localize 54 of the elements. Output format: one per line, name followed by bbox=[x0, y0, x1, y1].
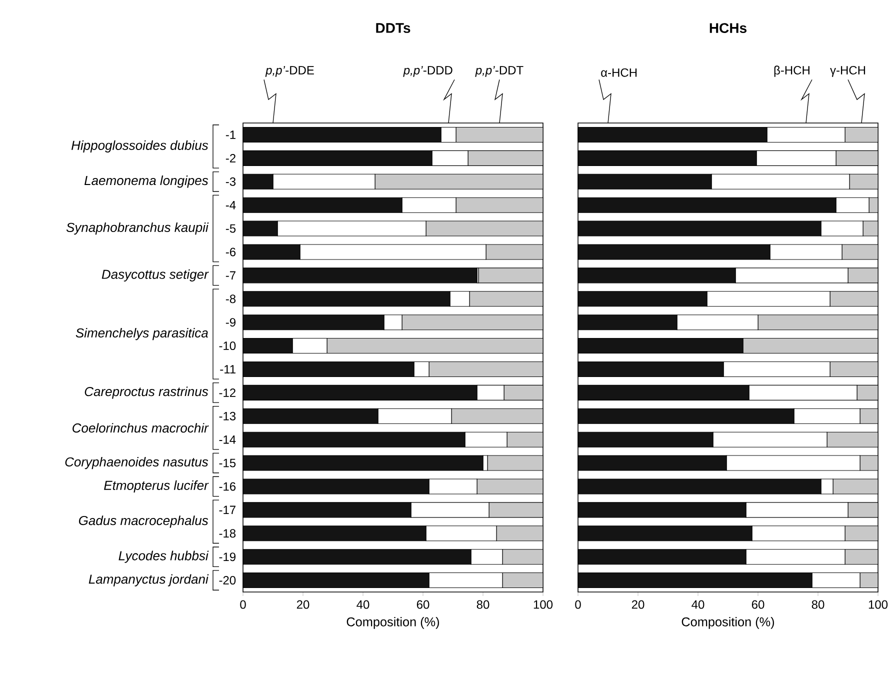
y-tick-label: -5 bbox=[226, 224, 236, 233]
text: Simenchelys parasitica bbox=[76, 328, 208, 340]
text: Coryphaenoides nasutus bbox=[65, 456, 208, 470]
y-tick-label: -9 bbox=[226, 318, 236, 327]
y-tick-label: -7 bbox=[226, 271, 236, 280]
text: Hippoglossoides dubius bbox=[71, 140, 208, 153]
text: p,p’-DDT bbox=[475, 66, 524, 77]
x-tick-label: 20 bbox=[632, 600, 644, 609]
text: β-HCH bbox=[774, 66, 810, 77]
text: p,p’-DDE bbox=[265, 66, 314, 77]
text: Careproctus rastrinus bbox=[84, 386, 208, 399]
y-tick-label: -19 bbox=[219, 552, 236, 562]
x-tick-label: 80 bbox=[476, 600, 490, 609]
y-tick-label: -6 bbox=[226, 248, 236, 256]
x-tick-label: 80 bbox=[812, 600, 824, 609]
text: Gadus macrocephalus bbox=[78, 516, 208, 528]
y-tick-label: -16 bbox=[219, 482, 236, 491]
x-tick-label: 60 bbox=[416, 600, 430, 609]
text: Synaphobranchus kaupii bbox=[66, 222, 209, 235]
y-tick-label: -15 bbox=[219, 458, 236, 468]
y-tick-label: -20 bbox=[219, 576, 236, 585]
y-tick-label: -8 bbox=[226, 294, 236, 304]
y-tick-label: -18 bbox=[219, 529, 236, 538]
x-tick-label: 100 bbox=[868, 600, 888, 609]
text: Lycodes hubbsi bbox=[118, 550, 209, 563]
text: Lampanyctus jordani bbox=[88, 574, 209, 586]
x-tick-label: 0 bbox=[575, 600, 581, 609]
text: Coelorinchus macrochir bbox=[72, 423, 209, 433]
x-axis-title: Composition (%) bbox=[346, 617, 439, 629]
text: Dasycottus setiger bbox=[102, 269, 209, 282]
text: γ-HCH bbox=[830, 66, 866, 77]
x-axis-title: Composition (%) bbox=[682, 617, 774, 629]
text: Laemonema longipes bbox=[84, 176, 208, 188]
text: Etmopterus lucifer bbox=[104, 480, 209, 493]
y-tick-label: -4 bbox=[226, 200, 236, 210]
x-tick-label: 100 bbox=[534, 600, 553, 609]
y-tick-label: -11 bbox=[220, 365, 236, 374]
x-tick-label: 40 bbox=[356, 600, 370, 609]
y-tick-label: -14 bbox=[219, 435, 236, 444]
y-tick-label: -12 bbox=[219, 388, 236, 397]
y-tick-label: -13 bbox=[219, 412, 236, 420]
x-tick-label: 0 bbox=[240, 600, 246, 609]
y-tick-label: -2 bbox=[226, 154, 236, 162]
text: p,p’-DDD bbox=[403, 66, 452, 77]
y-tick-label: -10 bbox=[219, 342, 236, 350]
text: α-HCH bbox=[601, 68, 637, 77]
y-tick-label: -17 bbox=[219, 506, 236, 514]
y-tick-label: -3 bbox=[226, 177, 236, 186]
chart-title: HCHs bbox=[710, 23, 746, 33]
x-tick-label: 60 bbox=[752, 600, 764, 609]
x-tick-label: 40 bbox=[692, 600, 704, 609]
y-tick-label: -1 bbox=[226, 130, 236, 139]
x-tick-label: 20 bbox=[296, 600, 310, 609]
chart-title: DDTs bbox=[376, 23, 410, 33]
